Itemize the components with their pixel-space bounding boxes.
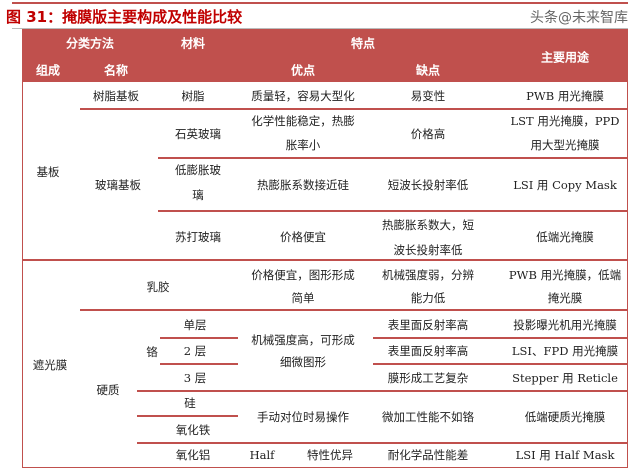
cell: 硅	[184, 396, 196, 410]
cell: 能力低	[410, 291, 446, 305]
cell: 细微图形	[280, 355, 326, 369]
cell: 树脂基板	[93, 89, 139, 103]
header-composition: 组成	[35, 63, 61, 78]
cell: 价格便宜	[280, 230, 326, 244]
header-classify: 分类方法	[65, 36, 115, 51]
cell: 特性优异	[307, 448, 353, 462]
cell: 波长投射率低	[393, 243, 463, 257]
cell: 氧化铝	[175, 448, 211, 462]
cell: 热膨胀系数大，短	[382, 218, 474, 232]
cell: 铬	[146, 345, 158, 359]
cell: LSI 用 Half Mask	[515, 448, 615, 462]
row-divider	[158, 210, 628, 212]
cell: 掩光膜	[547, 291, 583, 305]
cell: 膜形成工艺复杂	[387, 371, 469, 385]
cell: 质量轻，容易大型化	[251, 89, 355, 103]
row-divider	[160, 337, 238, 339]
cell: 低端光掩膜	[536, 230, 594, 244]
cell: 3 层	[183, 371, 207, 385]
cell: 表里面反射率高	[387, 344, 469, 358]
cell: Half	[249, 448, 275, 462]
cell: 玻璃基板	[95, 178, 141, 192]
cell: 表里面反射率高	[387, 318, 469, 332]
title-rule	[12, 28, 628, 29]
cell: 低膨胀玻	[175, 163, 221, 177]
cell: 机械强度弱，分辨	[382, 268, 474, 282]
cell: 简单	[291, 291, 315, 305]
cell: Stepper 用 Reticle	[512, 371, 618, 385]
figure-title: 图 31：掩膜版主要构成及性能比较	[6, 8, 243, 26]
header-name: 名称	[103, 63, 129, 78]
cell: 低端硬质光掩膜	[524, 410, 606, 424]
table-header	[22, 29, 628, 82]
row-divider	[80, 309, 628, 311]
cell: 耐化学品性能差	[387, 448, 469, 462]
row-divider	[22, 259, 628, 261]
cell: 单层	[183, 318, 207, 332]
cell: 投影曝光机用光掩膜	[513, 318, 617, 332]
cell: 价格便宜，图形形成	[251, 268, 355, 282]
cell-shield: 遮光膜	[32, 358, 68, 372]
cell: 硬质	[96, 383, 120, 397]
header-pros: 优点	[290, 63, 316, 78]
cell: 树脂	[181, 89, 205, 103]
cell: 手动对位时易操作	[257, 410, 349, 424]
cell: 热膨胀系数接近硅	[257, 178, 349, 192]
watermark: 头条@未来智库	[530, 10, 628, 26]
cell: LSI、FPD 用光掩膜	[511, 344, 619, 358]
header-features: 特点	[350, 36, 376, 51]
row-divider	[373, 363, 628, 365]
cell: 微加工性能不如铬	[382, 410, 474, 424]
cell: LSI 用 Copy Mask	[513, 178, 617, 192]
cell: 乳胶	[146, 280, 170, 294]
header-material: 材料	[180, 36, 206, 51]
cell: 胀率小	[285, 138, 321, 152]
header-cons: 缺点	[415, 63, 441, 78]
cell: 机械强度高，可形成	[251, 333, 355, 347]
row-divider	[137, 415, 238, 417]
cell: 石英玻璃	[175, 127, 221, 141]
top-rule	[12, 2, 628, 4]
comparison-table	[22, 29, 628, 468]
cell: PWB 用光掩膜，低端	[508, 268, 622, 282]
row-divider	[137, 390, 628, 392]
cell: 用大型光掩膜	[530, 138, 600, 152]
cell: 璃	[192, 188, 204, 202]
cell: LST 用光掩膜，PPD	[510, 114, 620, 128]
cell: 价格高	[410, 127, 446, 141]
header-usage: 主要用途	[540, 50, 590, 65]
cell: 2 层	[183, 344, 207, 358]
cell: 短波长投射率低	[387, 178, 469, 192]
cell: 苏打玻璃	[175, 230, 221, 244]
cell: 易变性	[410, 89, 446, 103]
row-divider	[137, 442, 628, 444]
row-divider	[158, 157, 628, 159]
cell: 化学性能稳定，热膨	[251, 114, 355, 128]
row-divider	[80, 108, 628, 110]
cell: 氧化铁	[175, 423, 211, 437]
cell-substrate: 基板	[36, 165, 60, 179]
cell: PWB 用光掩膜	[526, 89, 604, 103]
row-divider	[373, 337, 628, 339]
row-divider	[160, 363, 238, 365]
